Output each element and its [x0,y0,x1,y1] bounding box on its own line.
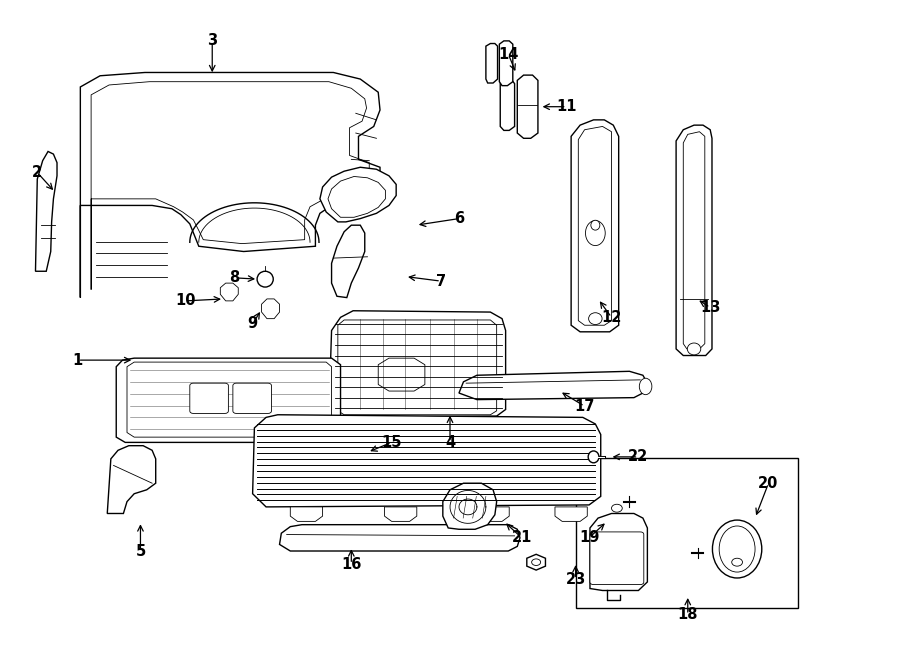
FancyBboxPatch shape [190,383,229,413]
Text: 22: 22 [628,449,649,465]
Polygon shape [291,507,322,522]
Polygon shape [378,358,425,391]
Text: 2: 2 [32,165,42,180]
Polygon shape [477,507,509,522]
Polygon shape [107,446,156,514]
Polygon shape [384,507,417,522]
Polygon shape [590,514,647,590]
Polygon shape [443,483,497,529]
Ellipse shape [589,451,598,463]
Ellipse shape [713,520,761,578]
Polygon shape [555,507,588,522]
Text: 3: 3 [207,34,217,48]
Polygon shape [331,225,364,297]
Polygon shape [486,44,498,83]
Text: 4: 4 [445,435,455,450]
Ellipse shape [257,271,274,287]
Polygon shape [459,371,647,400]
Text: 9: 9 [248,317,257,331]
Polygon shape [500,79,515,130]
Polygon shape [320,167,396,222]
Text: 1: 1 [73,352,83,368]
Ellipse shape [732,559,742,566]
Ellipse shape [591,220,599,230]
Text: 12: 12 [601,310,622,325]
Ellipse shape [532,559,541,565]
Text: 17: 17 [574,399,595,414]
Text: 18: 18 [678,607,698,623]
Ellipse shape [589,313,602,325]
Text: 19: 19 [579,530,599,545]
Ellipse shape [639,378,652,395]
Text: 11: 11 [556,99,577,114]
Ellipse shape [719,526,755,572]
Text: 23: 23 [565,572,586,587]
Text: 8: 8 [230,270,239,286]
Polygon shape [253,414,600,507]
Text: 13: 13 [700,300,720,315]
Ellipse shape [688,343,701,355]
Polygon shape [500,41,513,86]
Text: 20: 20 [759,476,778,490]
Polygon shape [80,73,380,297]
FancyBboxPatch shape [233,383,272,413]
FancyBboxPatch shape [590,532,643,584]
Polygon shape [526,555,545,570]
Text: 10: 10 [176,293,195,309]
Text: 6: 6 [454,211,464,226]
Polygon shape [220,283,238,301]
Text: 15: 15 [382,435,402,450]
Polygon shape [262,299,280,319]
Bar [576,458,798,608]
Ellipse shape [586,221,605,246]
Text: 16: 16 [341,557,362,572]
Polygon shape [572,120,618,332]
Polygon shape [518,75,538,138]
Polygon shape [35,151,57,271]
Polygon shape [676,125,712,356]
Text: 21: 21 [511,530,532,545]
Ellipse shape [611,504,622,512]
Text: 5: 5 [135,543,146,559]
Polygon shape [280,525,520,551]
Polygon shape [116,358,340,442]
Polygon shape [328,311,506,417]
Text: 7: 7 [436,274,446,289]
Text: 14: 14 [498,46,518,61]
